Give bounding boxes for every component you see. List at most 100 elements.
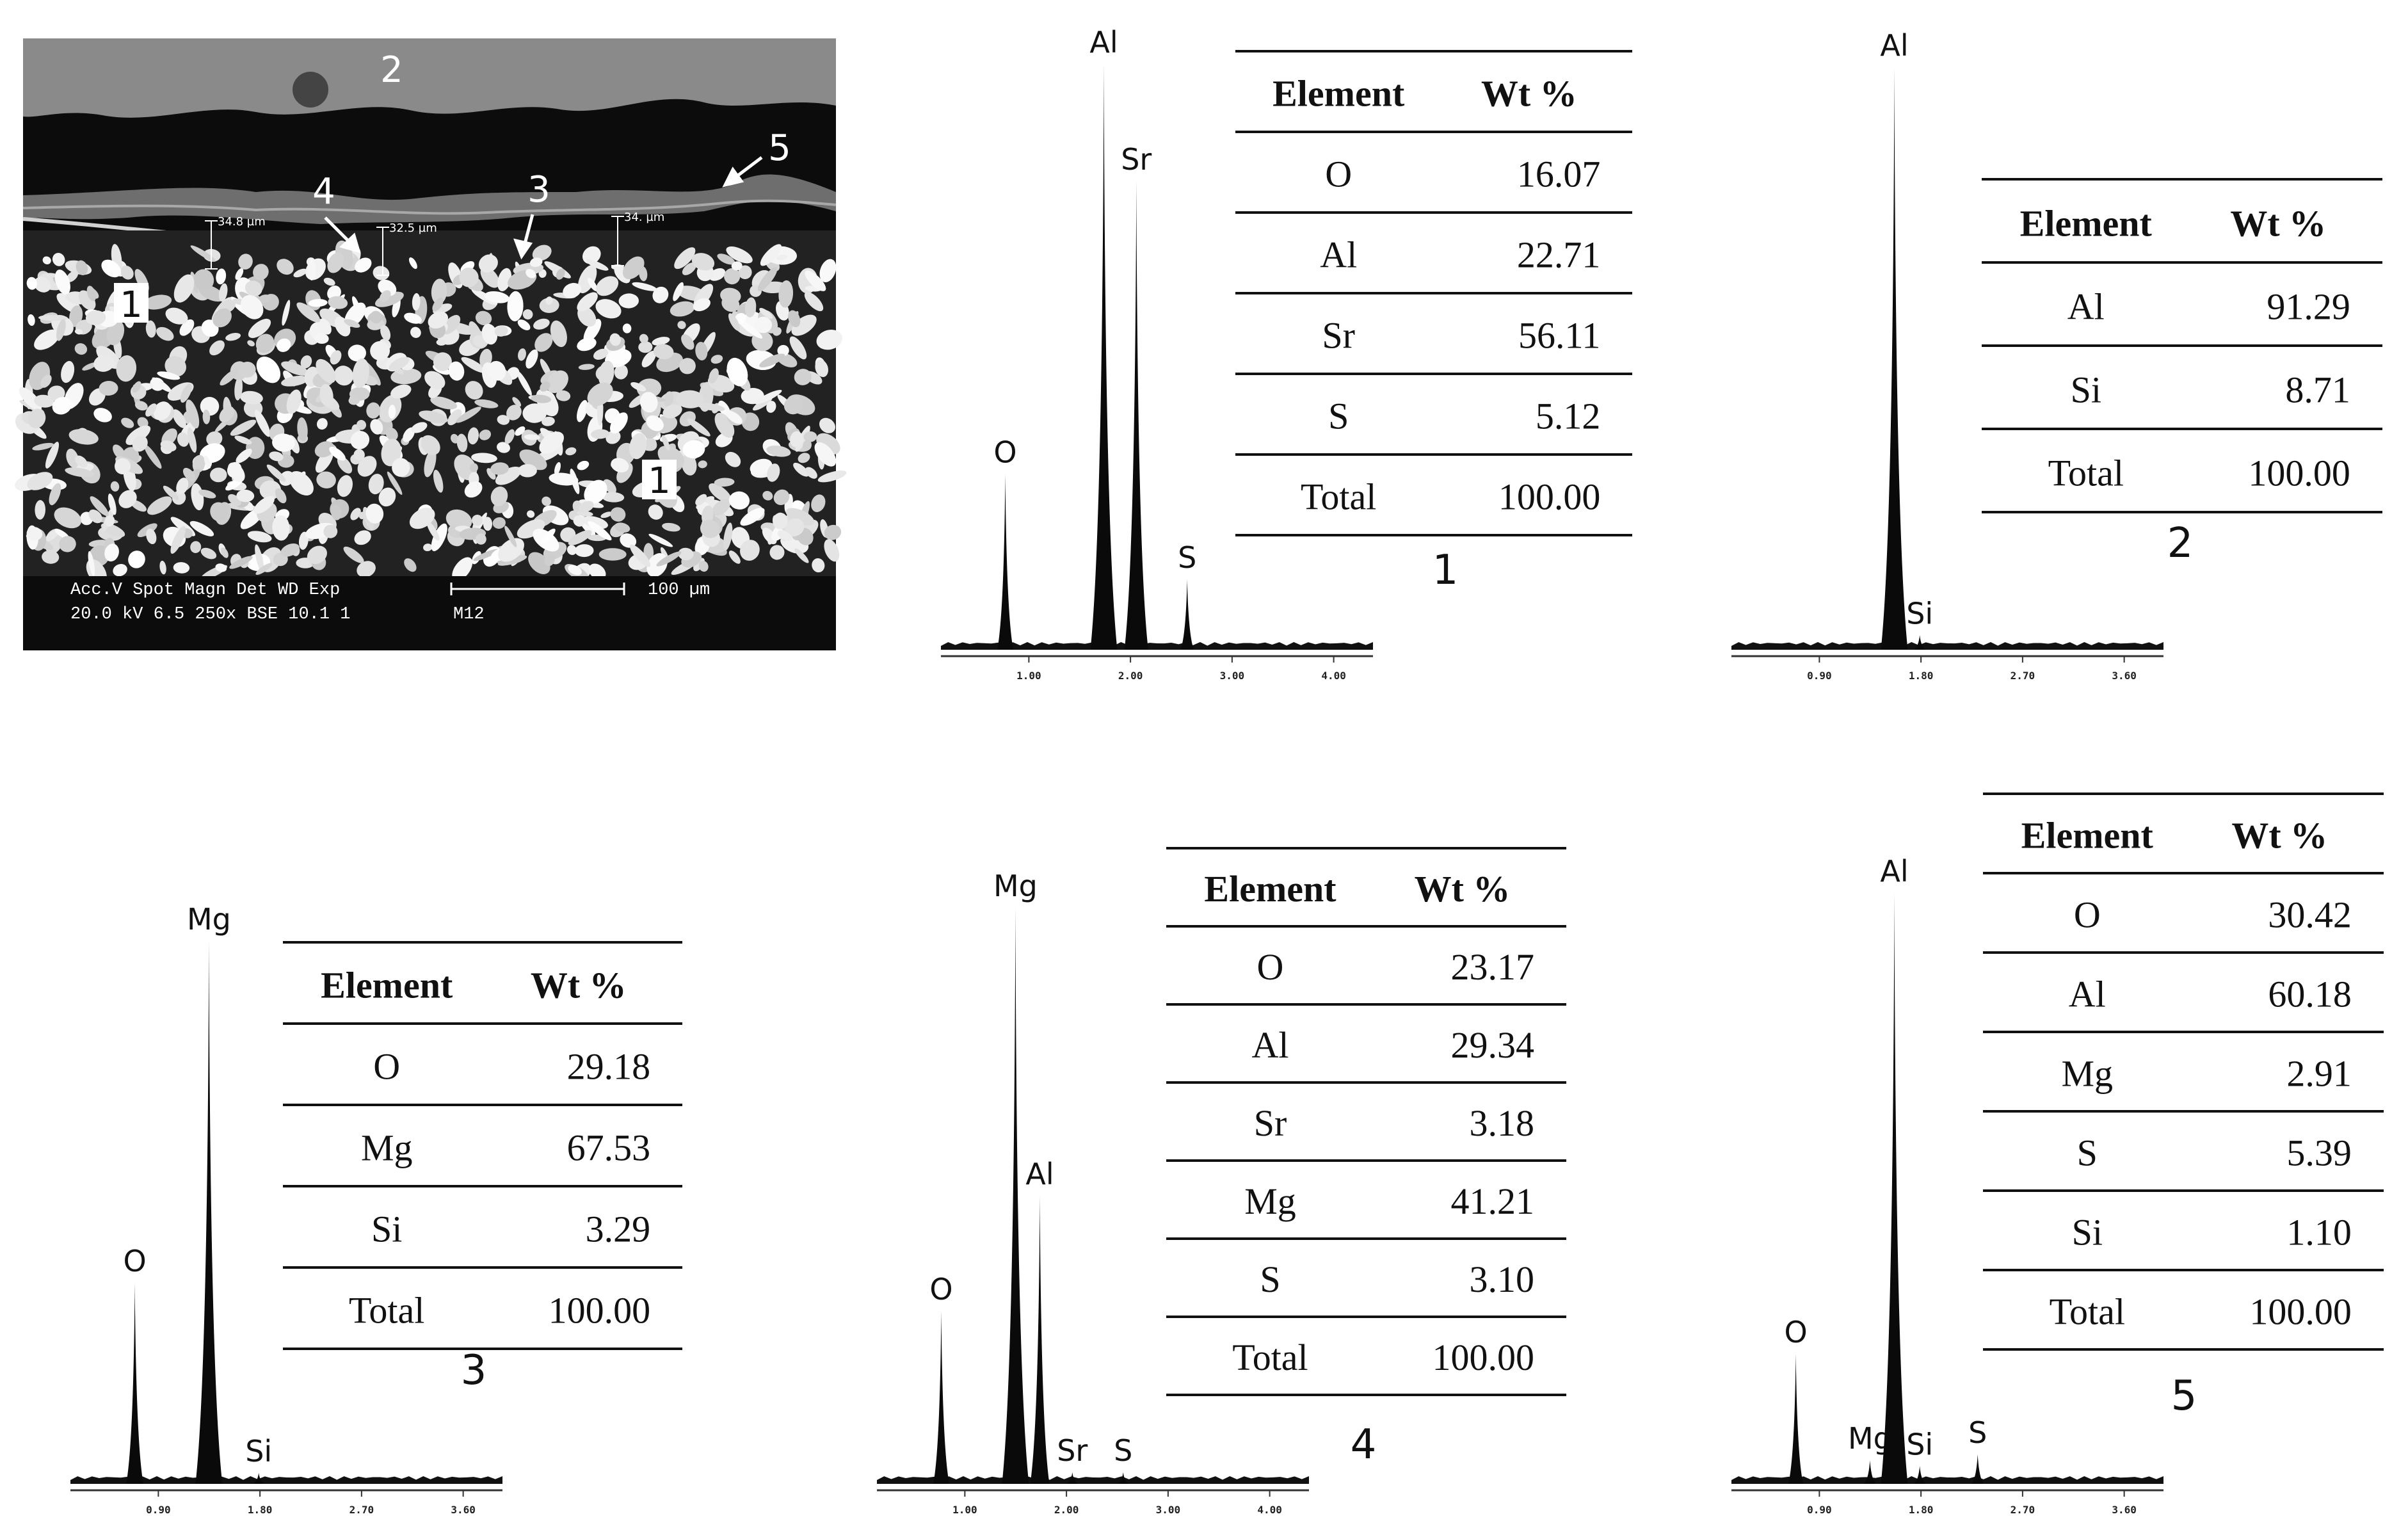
table-header-element: Element	[2020, 202, 2153, 244]
sem-grain	[533, 318, 550, 330]
marker-1b-box	[642, 460, 677, 499]
sem-grain	[101, 259, 122, 278]
sem-grain	[275, 488, 287, 504]
table-2: Element Wt % Al 91.29 Si 8.71 Total 100.00	[1982, 178, 2382, 513]
sem-grain	[629, 433, 647, 460]
peak-label-s: S	[1968, 1415, 1987, 1450]
table-cell-value: 3.29	[586, 1208, 651, 1250]
sem-grain	[412, 293, 421, 311]
sem-grain	[272, 515, 290, 541]
sem-grain	[277, 259, 294, 275]
sem-grain	[598, 548, 627, 561]
table-cell-value: 5.12	[1536, 396, 1601, 437]
sem-grain	[652, 286, 669, 303]
sem-grain	[356, 420, 367, 430]
sem-grain	[609, 333, 621, 346]
sem-grain	[433, 303, 453, 314]
sem-grain	[563, 282, 582, 298]
sem-grain	[593, 348, 609, 360]
sem-grain	[709, 483, 732, 503]
sem-grain	[316, 358, 336, 383]
sem-grain	[740, 508, 765, 526]
sem-grain	[68, 429, 99, 445]
sem-grain	[378, 487, 396, 507]
sem-grain	[366, 402, 381, 419]
sem-grain	[316, 418, 328, 430]
sem-grain	[456, 433, 468, 453]
sem-grain	[577, 460, 590, 471]
sem-grain	[762, 490, 773, 501]
sem-grain	[373, 266, 390, 280]
sem-grain	[515, 426, 526, 436]
sem-grain	[85, 310, 106, 325]
sem-grain	[488, 360, 506, 381]
sem-grain	[725, 410, 742, 424]
sem-grain	[588, 521, 612, 541]
sem-grain	[632, 282, 657, 291]
sem-grain	[66, 448, 79, 468]
sem-grain	[740, 540, 760, 561]
sem-grain	[52, 397, 72, 415]
sem-grain	[791, 314, 817, 336]
sem-grain	[254, 410, 271, 437]
sem-grain	[34, 394, 54, 408]
sem-grain	[88, 540, 109, 547]
sem-grain	[490, 462, 509, 475]
sem-grain	[679, 358, 696, 374]
sem-grain	[316, 471, 336, 488]
sem-grain	[691, 253, 715, 271]
table-header-element: Element	[2021, 814, 2154, 856]
sem-grain	[793, 462, 809, 477]
sem-grain	[544, 554, 555, 567]
spectrum-peak-si	[253, 1473, 265, 1484]
sem-grain	[132, 381, 141, 393]
sem-grain	[189, 520, 214, 536]
sem-grain	[583, 319, 602, 342]
table-cell-value: 5.39	[2286, 1132, 2352, 1173]
sem-grain	[54, 507, 82, 529]
sem-grain	[318, 318, 332, 335]
sem-grain	[49, 483, 61, 506]
sem-grain	[641, 350, 656, 367]
spectrum-peak-mg	[1002, 908, 1029, 1484]
sem-sample-id: M12	[453, 605, 485, 624]
sem-grain	[470, 463, 478, 472]
sem-grain	[32, 442, 54, 451]
sem-grain	[239, 390, 263, 405]
spectrum-peak-o	[933, 1311, 950, 1484]
sem-grain	[93, 408, 112, 422]
sem-grain	[128, 551, 145, 568]
sem-grain	[59, 536, 76, 552]
spectrum-background	[941, 642, 1373, 650]
sem-grain	[456, 406, 481, 423]
sem-grain	[125, 425, 151, 446]
table-cell-element: Al	[2067, 286, 2105, 327]
sem-grain	[754, 316, 772, 334]
sem-grain	[390, 384, 412, 399]
sem-grain	[630, 544, 651, 567]
sem-grain	[45, 442, 60, 469]
sem-grain	[296, 302, 321, 323]
sem-grain	[370, 341, 390, 361]
sem-grain	[526, 349, 538, 369]
sem-grain	[411, 422, 428, 433]
sem-grain	[814, 442, 837, 467]
table-cell-value: 30.42	[2268, 894, 2352, 935]
sem-grain	[677, 321, 686, 330]
sem-grain	[368, 474, 384, 495]
sem-grain	[622, 323, 632, 334]
sem-grain	[653, 344, 674, 360]
sem-grain	[433, 352, 452, 371]
sem-grain	[540, 528, 556, 544]
sem-grain	[760, 244, 782, 266]
sem-grain	[475, 310, 492, 326]
sem-grain	[293, 268, 307, 278]
sem-grain	[385, 427, 398, 441]
sem-grain	[497, 555, 527, 566]
sem-grain	[227, 462, 242, 478]
panel-number-5: 5	[2171, 1372, 2197, 1420]
peak-label-sr: Sr	[1121, 142, 1152, 177]
sem-grain	[789, 336, 807, 360]
peak-label-al: Al	[1880, 854, 1908, 889]
sem-grain	[778, 280, 794, 308]
